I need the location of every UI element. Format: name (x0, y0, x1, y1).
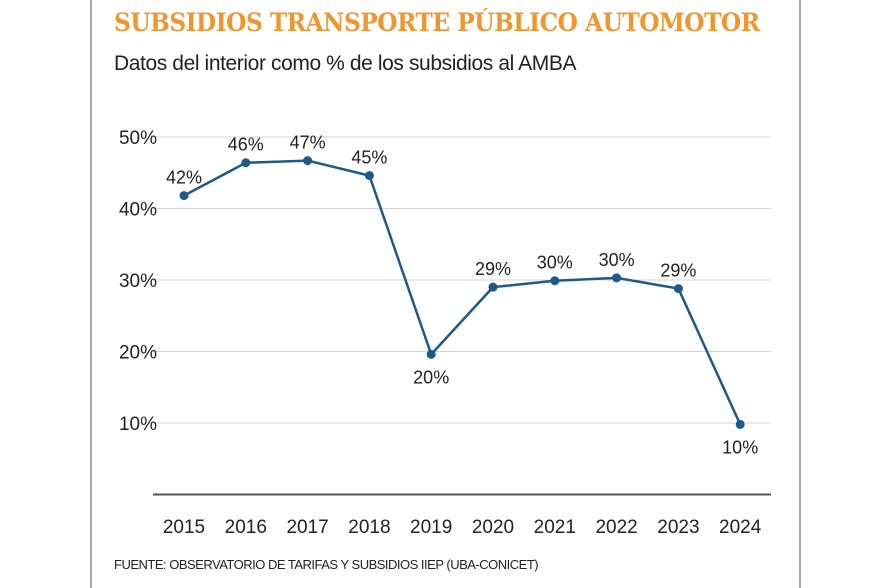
data-point (735, 419, 745, 429)
chart-frame (90, 0, 801, 588)
chart-title: SUBSIDIOS TRANSPORTE PÚBLICO AUTOMOTOR (114, 8, 760, 37)
data-label: 45% (351, 148, 387, 168)
data-label: 29% (475, 259, 511, 279)
x-tick-label: 2016 (225, 517, 267, 538)
data-point (241, 158, 251, 168)
data-label: 47% (290, 133, 326, 153)
x-tick-label: 2023 (657, 517, 699, 538)
data-label: 42% (166, 168, 202, 188)
y-tick-label: 40% (119, 200, 157, 221)
data-point (426, 349, 436, 359)
data-point (612, 273, 622, 283)
data-point (364, 171, 374, 181)
data-point (303, 156, 313, 166)
x-tick-label: 2020 (472, 517, 514, 538)
x-tick-label: 2019 (410, 517, 452, 538)
x-tick-label: 2022 (595, 517, 637, 538)
data-label: 29% (660, 261, 696, 281)
y-tick-label: 20% (119, 343, 157, 364)
x-tick-label: 2018 (348, 517, 390, 538)
data-point (488, 282, 498, 292)
y-tick-label: 30% (119, 271, 157, 292)
y-tick-label: 10% (119, 414, 157, 435)
data-label: 10% (722, 437, 758, 457)
chart-source: FUENTE: OBSERVATORIO DE TARIFAS Y SUBSID… (114, 557, 539, 572)
data-label: 46% (228, 135, 264, 155)
data-point (550, 276, 560, 286)
data-label: 20% (413, 367, 449, 387)
series-line (183, 159, 742, 425)
data-point (179, 191, 189, 201)
data-label: 30% (599, 250, 635, 270)
x-tick-label: 2024 (719, 517, 762, 538)
x-tick-label: 2017 (286, 517, 328, 538)
y-tick-label: 50% (119, 128, 157, 149)
x-tick-label: 2021 (534, 517, 576, 538)
chart-subtitle: Datos del interior como % de los subsidi… (114, 52, 577, 75)
x-tick-label: 2015 (163, 517, 205, 538)
data-label: 30% (537, 253, 573, 273)
data-point (673, 284, 683, 294)
